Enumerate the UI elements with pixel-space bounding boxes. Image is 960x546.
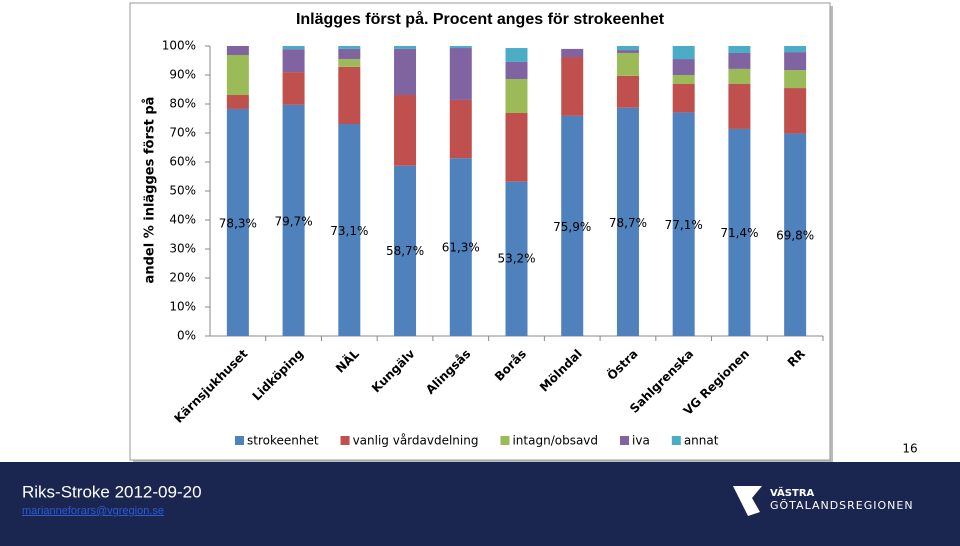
bar-segment: [338, 59, 361, 67]
value-label: 77,1%: [665, 218, 703, 232]
bar-segment: [505, 181, 528, 336]
y-tick-label: 80%: [169, 97, 196, 111]
bar-segment: [394, 165, 417, 336]
bar-segment: [561, 115, 584, 336]
y-tick-label: 40%: [169, 213, 196, 227]
bar-segment: [226, 46, 249, 55]
bar-segment: [505, 48, 528, 62]
legend-label: intagn/obsavd: [512, 434, 598, 448]
bar-segment: [282, 49, 305, 73]
y-tick-label: 20%: [169, 271, 196, 285]
value-label: 58,7%: [386, 244, 424, 258]
bar-segment: [728, 46, 751, 53]
value-label: 69,8%: [776, 228, 814, 242]
bar-segment: [505, 79, 528, 113]
bar-segment: [616, 52, 639, 76]
bar-segment: [672, 83, 695, 113]
bar-segment: [338, 46, 361, 49]
bar-segment: [784, 46, 807, 53]
bar-segment: [449, 48, 472, 100]
legend-swatch: [671, 436, 681, 445]
bar-segment: [728, 128, 751, 336]
legend-swatch: [340, 436, 350, 445]
bar-segment: [449, 158, 472, 336]
bar-segment: [728, 83, 751, 129]
y-tick-label: 90%: [169, 68, 196, 82]
y-tick-label: 100%: [162, 39, 196, 53]
bar-segment: [282, 104, 305, 337]
bar-segment: [338, 66, 361, 125]
bar-segment: [728, 52, 751, 69]
value-label: 53,2%: [497, 252, 535, 266]
bar-segment: [338, 124, 361, 336]
bar-segment: [338, 48, 361, 60]
footer-email[interactable]: marianneforars@vgregion.se: [22, 505, 164, 517]
legend-swatch: [620, 436, 630, 445]
page-number: 16: [902, 442, 917, 456]
bar-segment: [784, 133, 807, 336]
bar-segment: [616, 107, 639, 337]
value-label: 61,3%: [442, 240, 480, 254]
value-label: 78,7%: [609, 216, 647, 230]
bar-segment: [394, 46, 417, 49]
bar-segment: [449, 99, 472, 159]
bar-segment: [616, 50, 639, 53]
bar-segment: [672, 75, 695, 84]
bar-segment: [616, 75, 639, 108]
legend-label: annat: [684, 434, 719, 448]
bar-segment: [505, 61, 528, 80]
y-tick-label: 0%: [177, 329, 196, 343]
y-tick-label: 60%: [169, 155, 196, 169]
chart-title: Inlägges först på. Procent anges för str…: [296, 10, 665, 28]
bar-segment: [226, 108, 249, 337]
bar-segment: [616, 46, 639, 51]
y-tick-label: 70%: [169, 126, 196, 140]
logo: VÄSTRA GÖTALANDSREGIONEN: [733, 485, 914, 516]
value-label: 75,9%: [553, 220, 591, 234]
logo-line1: VÄSTRA: [770, 485, 815, 499]
bar-segment: [282, 46, 305, 50]
bar-segment: [672, 112, 695, 336]
bar-segment: [561, 48, 584, 58]
footer-band: [0, 462, 960, 546]
legend-swatch: [500, 436, 510, 445]
bar-segment: [282, 72, 305, 105]
value-label: 78,3%: [219, 217, 257, 231]
bar-segment: [672, 59, 695, 75]
bar-segment: [394, 48, 417, 96]
value-label: 79,7%: [275, 215, 313, 229]
legend-label: strokeenhet: [247, 434, 319, 448]
legend-swatch: [235, 436, 244, 445]
bar-segment: [226, 95, 249, 109]
bar-segment: [784, 52, 807, 71]
value-label: 71,4%: [720, 226, 758, 240]
bar-segment: [226, 54, 249, 96]
footer-text: Riks-Stroke 2012-09-20: [22, 482, 202, 501]
logo-line2: GÖTALANDSREGIONEN: [770, 499, 914, 512]
bar-segment: [672, 46, 695, 60]
logo-mark: [733, 486, 762, 516]
bar-segment: [449, 46, 472, 49]
legend-label: vanlig vårdavdelning: [353, 434, 479, 448]
value-label: 73,1%: [330, 224, 368, 238]
y-axis-title: andel % inlägges först på: [143, 97, 158, 284]
y-tick-label: 30%: [169, 242, 196, 256]
bar-segment: [561, 57, 584, 116]
y-tick-label: 10%: [169, 300, 196, 314]
bar-segment: [728, 68, 751, 84]
bar-segment: [784, 88, 807, 134]
y-tick-label: 50%: [169, 184, 196, 198]
bar-segment: [784, 70, 807, 89]
bar-segment: [394, 95, 417, 166]
legend-label: iva: [632, 434, 650, 448]
bar-segment: [505, 112, 528, 182]
